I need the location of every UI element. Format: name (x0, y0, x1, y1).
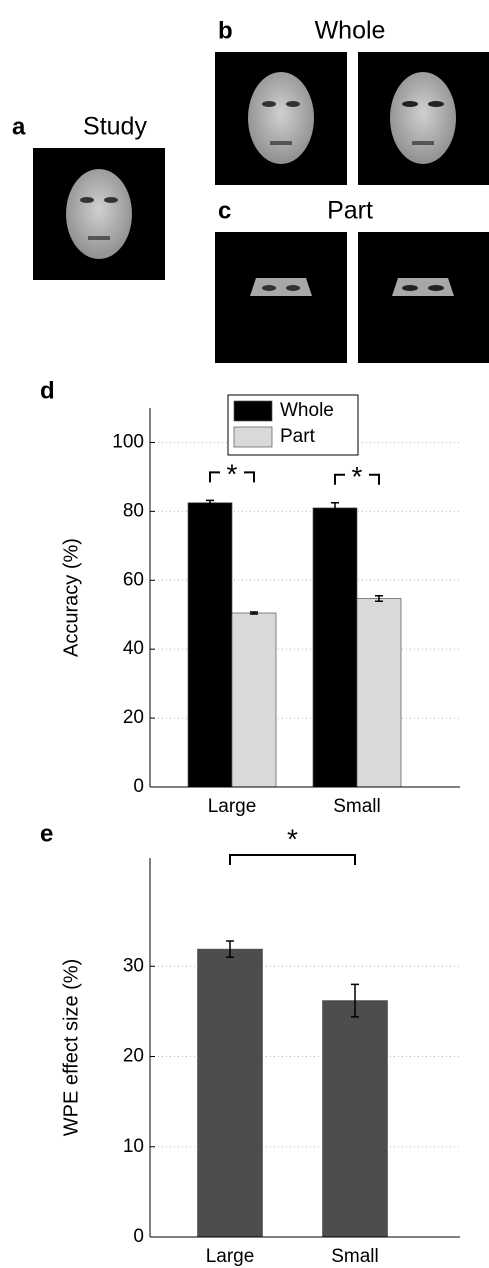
x-tick-label: Large (208, 796, 257, 817)
bar (322, 1000, 388, 1238)
panel-label: b (218, 17, 233, 44)
panel-label: d (40, 377, 55, 404)
x-tick-label: Small (333, 796, 381, 817)
y-tick-label: 0 (133, 776, 144, 797)
bar (231, 612, 277, 788)
significance-bracket (209, 471, 255, 483)
error-bar (226, 940, 234, 959)
error-bar (375, 595, 383, 603)
face-part-image (358, 232, 489, 363)
face-image (33, 148, 165, 280)
y-tick-label: 40 (123, 638, 144, 659)
error-bar (331, 502, 339, 514)
y-axis-label: Accuracy (%) (60, 538, 82, 657)
y-axis-label: WPE effect size (%) (60, 959, 82, 1136)
legend-swatch (233, 400, 273, 422)
face-part-image (215, 232, 347, 363)
error-bar (250, 611, 258, 615)
y-tick-label: 80 (123, 500, 144, 521)
panel-label: a (12, 113, 26, 140)
significance-star: * (227, 459, 238, 490)
y-tick-label: 20 (123, 707, 144, 728)
face-image (215, 52, 347, 185)
face-image (358, 52, 489, 185)
x-tick-label: Small (331, 1246, 379, 1267)
y-tick-label: 0 (133, 1226, 144, 1247)
y-tick-label: 100 (112, 431, 144, 452)
significance-star: * (287, 823, 298, 854)
significance-star: * (352, 461, 363, 492)
significance-bracket (334, 473, 380, 485)
x-tick-label: Large (206, 1246, 255, 1267)
bar (197, 948, 263, 1238)
error-bar (351, 983, 359, 1018)
panel-title: Study (83, 113, 147, 141)
y-tick-label: 60 (123, 569, 144, 590)
panel-title: Whole (315, 17, 386, 45)
bar (187, 502, 233, 788)
legend-label: Whole (280, 400, 334, 421)
significance-bracket (229, 854, 356, 865)
y-tick-label: 20 (123, 1046, 144, 1067)
legend-label: Part (280, 426, 316, 447)
panel-label: e (40, 820, 53, 847)
legend-swatch (233, 426, 273, 448)
bar (356, 598, 402, 788)
panel-label: c (218, 197, 231, 224)
error-bar (206, 499, 214, 506)
y-tick-label: 30 (123, 955, 144, 976)
bar (312, 507, 358, 788)
panel-title: Part (327, 197, 373, 225)
y-tick-label: 10 (123, 1136, 144, 1157)
